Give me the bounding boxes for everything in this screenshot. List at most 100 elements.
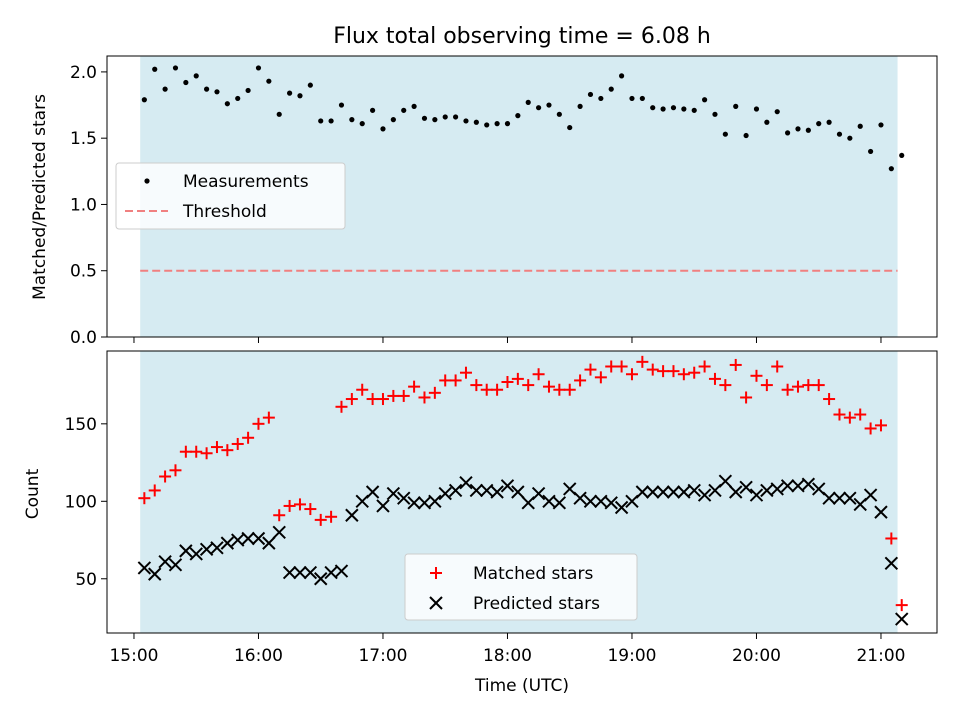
matched-star-point <box>802 379 815 392</box>
x-tick-label: 20:00 <box>732 646 781 666</box>
measurement-point <box>504 120 511 127</box>
predicted-star-point <box>614 500 629 515</box>
matched-star-point <box>293 498 306 511</box>
measurement-point <box>224 101 230 107</box>
matched-star-point <box>439 374 452 387</box>
measurement-point <box>432 117 438 123</box>
legend-predicted-marker <box>429 596 443 610</box>
measurement-point <box>266 78 272 84</box>
predicted-star-point <box>697 488 712 502</box>
measurement-point <box>826 119 832 125</box>
matched-star-point <box>418 391 431 404</box>
matched-star-point <box>210 441 223 454</box>
matched-star-point <box>667 365 680 378</box>
matched-star-point <box>511 372 524 385</box>
predicted-star-point <box>210 541 224 555</box>
measurement-point <box>691 107 697 113</box>
matched-star-point <box>563 383 576 396</box>
x-axis-label: Time (UTC) <box>474 676 569 696</box>
predicted-star-point <box>635 485 650 499</box>
matched-star-point <box>522 379 535 392</box>
predicted-star-point <box>397 491 411 505</box>
matched-star-point <box>771 360 784 373</box>
predicted-star-point <box>189 547 203 561</box>
predicted-star-point <box>303 565 318 580</box>
matched-star-point <box>532 368 545 381</box>
matched-star-point <box>750 369 763 382</box>
measurement-point <box>370 107 376 113</box>
matched-star-point <box>885 532 898 545</box>
measurement-point <box>193 73 199 79</box>
matched-star-point <box>200 447 213 460</box>
measurement-point <box>536 105 542 111</box>
matched-star-point <box>190 445 203 458</box>
matched-star-point <box>304 503 317 516</box>
measurement-point <box>162 86 168 92</box>
predicted-star-point <box>511 485 525 499</box>
measurement-point <box>639 95 645 102</box>
matched-star-point <box>646 363 659 376</box>
measurement-point <box>805 127 811 133</box>
predicted-star-point <box>874 505 888 519</box>
predicted-star-point <box>749 488 764 502</box>
predicted-star-point <box>500 479 515 493</box>
measurement-point <box>857 123 863 129</box>
measurement-points <box>141 65 905 172</box>
ratio-y-tick-label: 0.0 <box>70 328 97 348</box>
matched-star-point <box>387 389 400 402</box>
matched-star-point <box>397 389 410 402</box>
predicted-star-point <box>822 491 836 505</box>
matched-star-point <box>740 391 753 404</box>
matched-star-point <box>605 360 618 373</box>
ratio-y-tick-label: 1.0 <box>70 195 97 215</box>
predicted-star-point <box>656 485 670 499</box>
measurement-point <box>214 89 220 95</box>
matched-star-point <box>231 437 244 450</box>
matched-star-point <box>283 499 296 512</box>
predicted-star-point <box>365 485 380 499</box>
predicted-star-point <box>345 508 359 522</box>
matched-star-point <box>470 379 483 392</box>
measurement-point <box>183 79 189 86</box>
measurement-point <box>328 118 334 124</box>
matched-star-point <box>356 383 369 396</box>
measurement-point <box>764 119 770 125</box>
matched-star-point <box>169 464 182 477</box>
predicted-star-point <box>314 572 328 586</box>
predicted-star-point <box>863 488 878 502</box>
ratio-y-tick-label: 0.5 <box>70 262 97 282</box>
measurement-point <box>463 118 469 124</box>
matched-star-point <box>823 393 836 406</box>
ratio-legend-box <box>115 162 346 230</box>
predicted-star-point <box>843 491 857 505</box>
measurement-point <box>816 120 822 127</box>
matched-star-point <box>688 366 701 379</box>
measurement-point <box>722 131 728 137</box>
matched-star-point <box>376 393 389 406</box>
count-panel: 50 100 150 15:00 16:00 17:00 18:00 19:00 20:00 21… <box>23 350 938 696</box>
ratio-y-tick-label: 2.0 <box>70 63 97 83</box>
measurement-point <box>608 86 614 92</box>
matched-star-point <box>252 417 265 430</box>
predicted-star-point <box>148 567 162 581</box>
matched-star-point <box>574 374 587 387</box>
measurement-point <box>141 97 147 103</box>
matched-star-point <box>729 358 742 371</box>
measurement-point <box>442 114 448 120</box>
matched-star-point <box>335 400 348 413</box>
matched-star-point <box>781 383 794 396</box>
matched-star-point <box>159 470 172 483</box>
x-tick-label: 17:00 <box>358 646 407 666</box>
measurement-point <box>868 148 874 155</box>
measurement-point <box>380 126 386 132</box>
legend-matched-marker <box>430 567 442 579</box>
measurement-point <box>245 87 251 94</box>
predicted-star-point <box>168 558 183 572</box>
predicted-star-point <box>780 479 795 493</box>
matched-star-point <box>366 393 379 406</box>
predicted-star-point <box>666 485 681 499</box>
matched-star-point <box>459 366 472 379</box>
measurement-point <box>785 130 791 136</box>
legend-measurements-marker <box>144 178 150 184</box>
measurement-point <box>567 124 573 131</box>
